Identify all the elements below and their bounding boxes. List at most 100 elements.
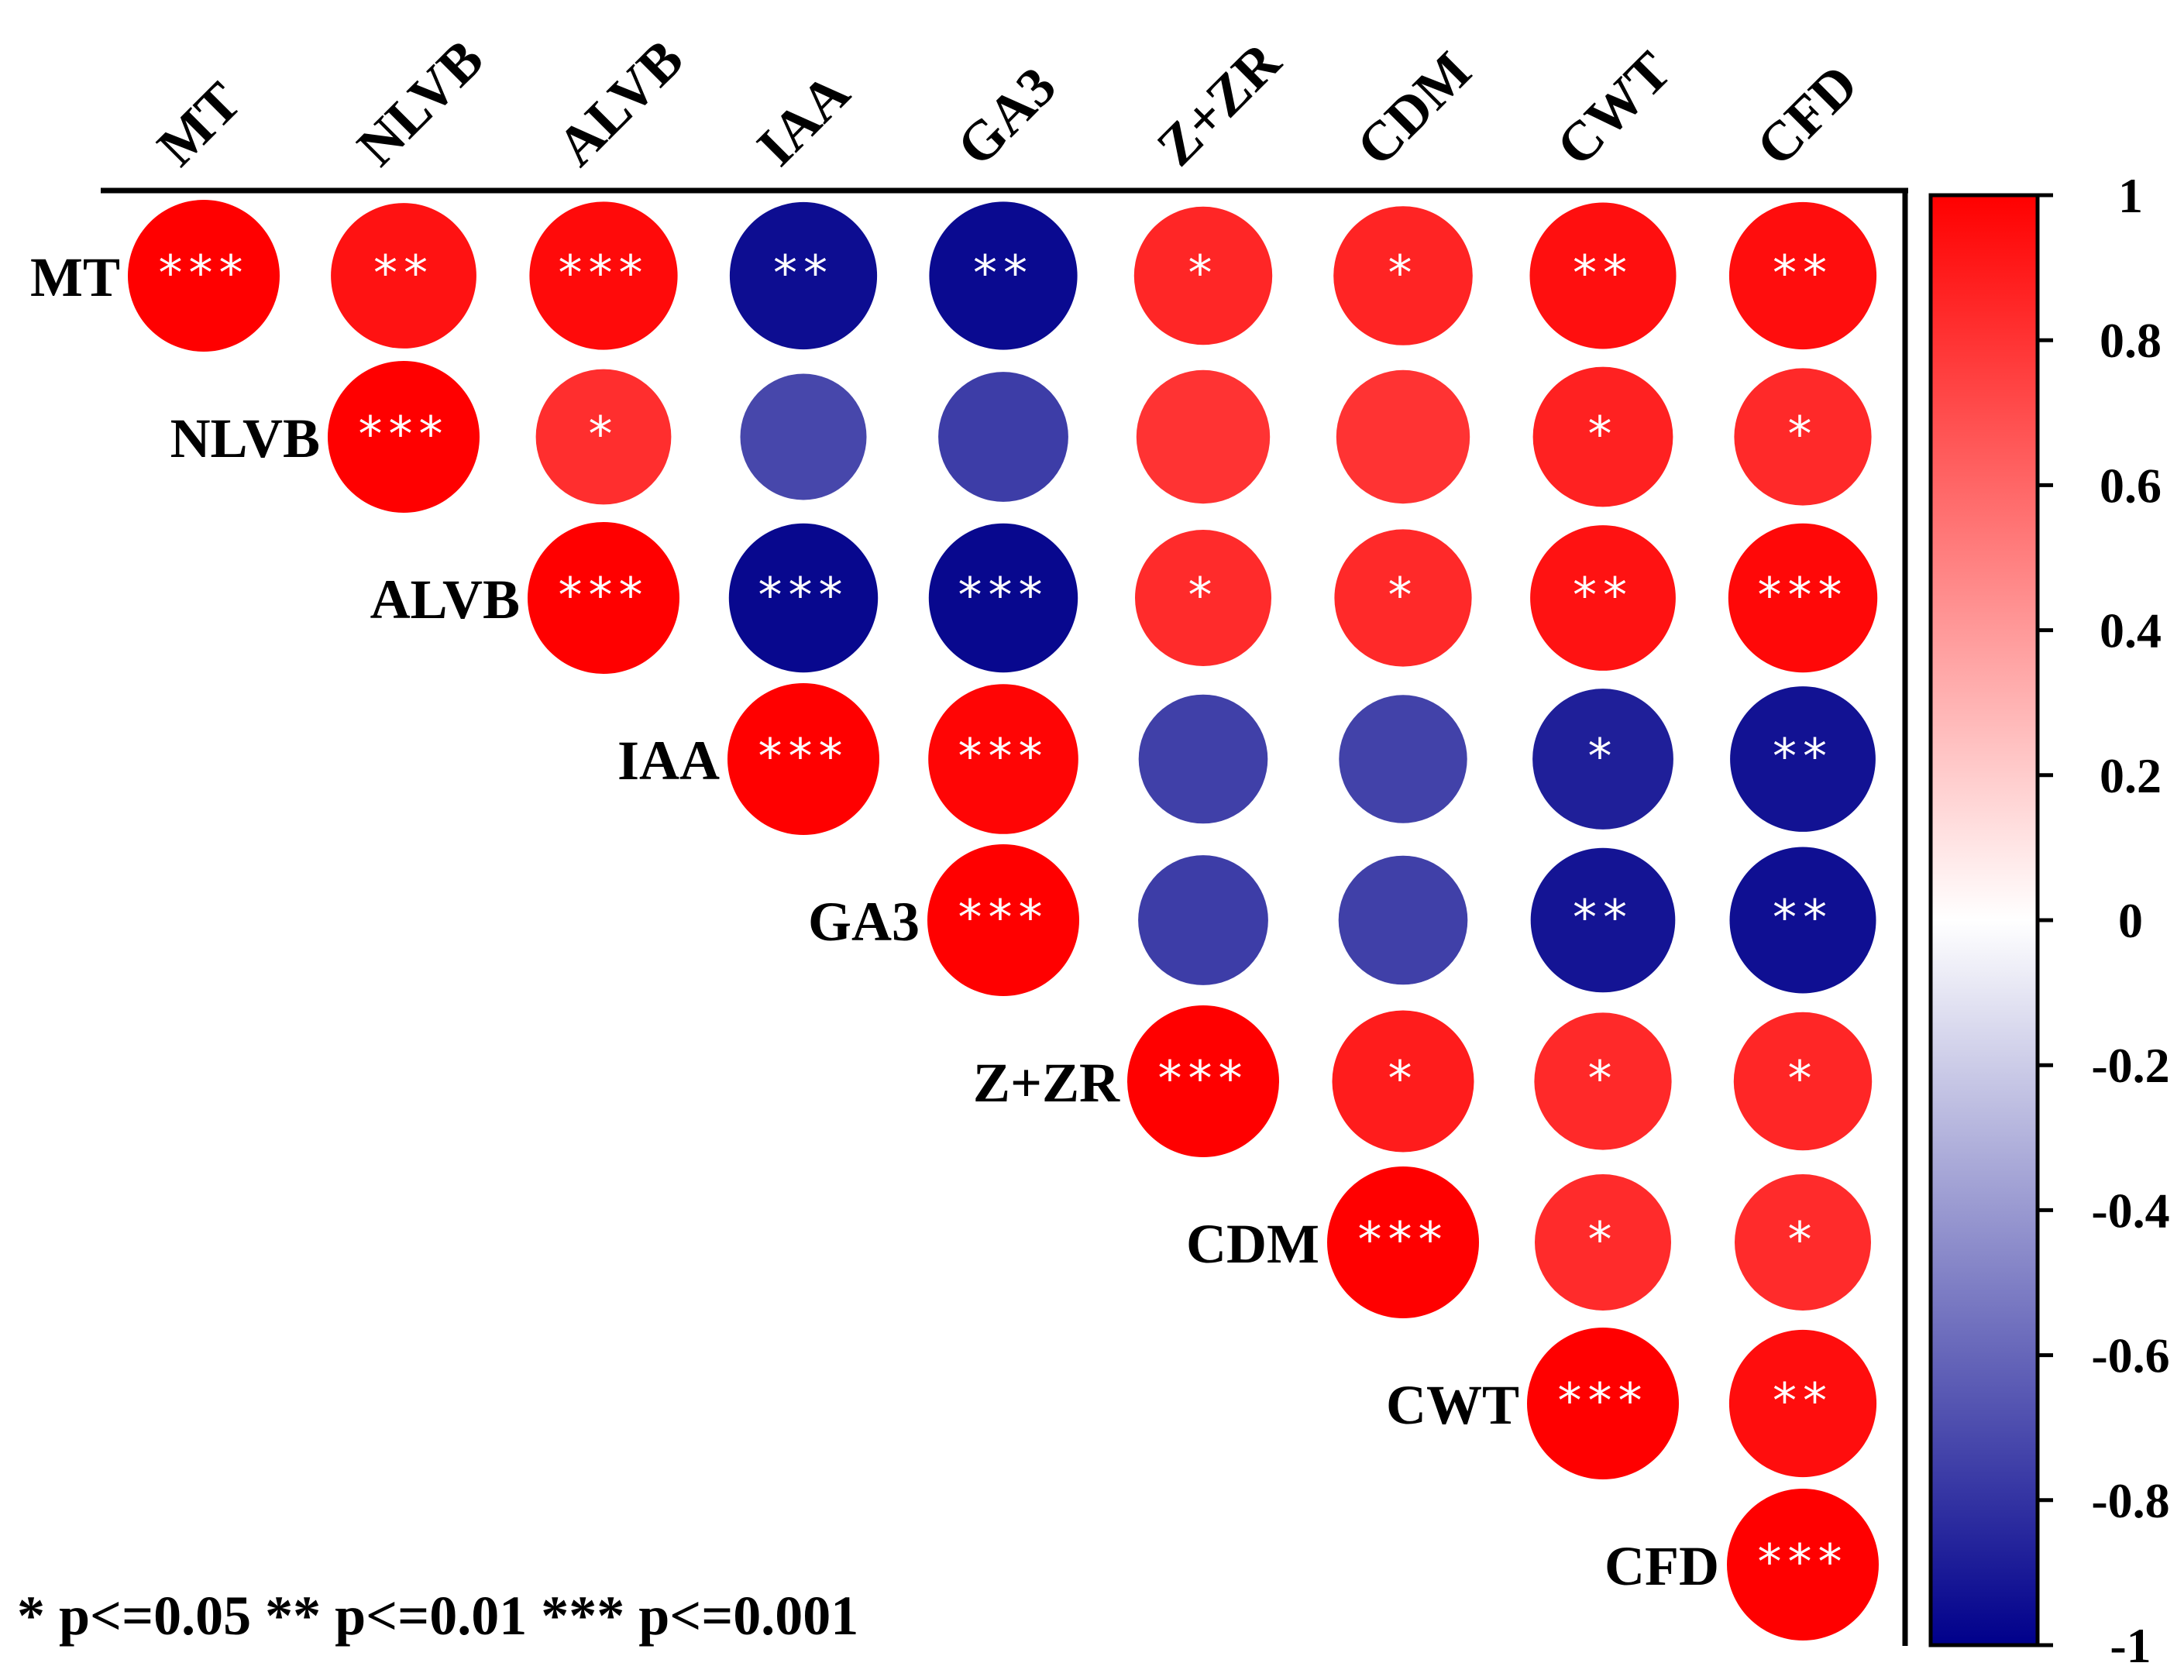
correlation-circle [1728,1329,1877,1478]
column-label: CDM [1345,40,1483,177]
colorbar-tick-label: 0.6 [2100,458,2162,513]
row-label: NLVB [170,407,320,469]
correlation-circle [1532,689,1673,830]
significance-marker: * [1588,728,1618,785]
correlation-circle [927,844,1079,996]
correlation-circle [928,523,1078,673]
significance-marker: * [1188,567,1219,624]
significance-legend: * p<=0.05 ** p<=0.01 *** p<=0.001 [17,1585,858,1647]
colorbar-ticks: 1 0.8 0.6 0.4 0.2 0 -0.2 -0.4 -0.6 -0.8 -1 [2038,168,2170,1673]
correlation-circle [1332,1010,1474,1153]
correlation-circle [727,683,879,835]
colorbar-tick-label: 0.8 [2100,313,2162,368]
significance-marker: ** [1573,889,1633,946]
correlation-circle [535,369,672,505]
correlation-circle [1735,1174,1871,1311]
row-label: CFD [1604,1535,1719,1597]
correlation-circle [528,522,679,674]
column-label: MT [146,70,253,178]
correlation-circle [1532,366,1673,507]
correlation-circle [1336,369,1470,504]
colorbar-tick-label: 0.2 [2100,748,2162,803]
column-label: CWT [1545,40,1683,177]
colorbar-tick-label: -0.4 [2091,1183,2169,1238]
column-label: CFD [1745,53,1869,177]
significance-marker: *** [559,245,649,301]
row-label: Z+ZR [973,1052,1120,1114]
significance-marker: * [1788,406,1818,462]
correlation-circle [1339,695,1467,823]
column-labels: MT NLVB ALVB IAA GA3 Z+ZR CDM CWT CFD [146,28,1869,177]
significance-marker: * [1588,406,1618,462]
correlation-circle [1327,1166,1479,1318]
row-label: ALVB [370,569,520,630]
row-label: IAA [617,730,720,792]
column-label: IAA [745,61,862,177]
correlation-circle [1730,686,1876,832]
correlation-circle [1534,1012,1672,1150]
correlation-circle [1133,206,1273,345]
column-label: ALVB [545,28,695,177]
correlation-circle [1529,202,1677,349]
significance-marker: * [1188,245,1219,301]
colorbar-tick-label: 1 [2118,168,2143,223]
correlation-circle [128,200,280,352]
correlation-circle [740,373,867,500]
significance-marker: ** [1773,728,1833,785]
significance-marker: *** [359,406,449,462]
significance-marker: * [1388,245,1419,301]
significance-marker: ** [1773,245,1833,301]
correlation-circle [529,201,678,350]
correlation-circle [929,201,1078,350]
correlation-circle [1530,847,1676,993]
colorbar-tick-label: -0.2 [2091,1038,2169,1093]
colorbar-tick-label: -0.8 [2091,1473,2169,1528]
correlation-circle [1338,855,1468,985]
correlation-circle [1727,1489,1879,1640]
significance-marker: *** [958,889,1049,946]
correlation-circle [331,203,476,349]
colorbar-tick-label: 0 [2118,893,2143,948]
correlation-circle [1135,530,1271,666]
correlation-circle [328,361,480,513]
significance-marker: * [1588,1211,1618,1268]
significance-marker: * [1788,1050,1818,1107]
correlation-circle [1733,1012,1873,1151]
colorbar [1928,193,2040,1647]
significance-marker: * [1588,1050,1618,1107]
colorbar-tick-label: -1 [2110,1618,2151,1673]
significance-marker: *** [958,567,1049,624]
significance-marker: *** [1758,567,1849,624]
significance-marker: * [1788,1211,1818,1268]
correlation-circle [1333,206,1473,345]
significance-marker: * [589,406,619,462]
correlation-circle [1136,369,1271,504]
correlation-cells: *** ** *** ** ** * * ** ***** * * **** *** *** * * ** ***… [128,200,1879,1640]
significance-marker: *** [159,245,249,301]
significance-marker: *** [758,567,849,624]
correlation-circle [1728,201,1877,350]
correlation-circle [729,201,878,350]
significance-marker: * [1388,567,1419,624]
row-label: CWT [1386,1374,1519,1436]
column-label: Z+ZR [1145,29,1293,177]
correlation-circle [1138,855,1268,985]
significance-marker: ** [773,245,834,301]
correlation-circle [1535,1174,1671,1311]
row-label: MT [30,246,120,308]
correlation-circle [1334,529,1472,667]
significance-marker: ** [1773,1373,1833,1429]
correlation-circle [1127,1005,1279,1157]
correlation-circle [728,523,879,673]
significance-marker: ** [1573,245,1633,301]
significance-marker: *** [958,728,1049,785]
significance-marker: *** [1558,1373,1649,1429]
significance-marker: ** [1573,567,1633,624]
significance-marker: ** [973,245,1034,301]
correlation-circle [938,372,1068,502]
significance-marker: *** [1158,1050,1249,1107]
correlation-circle [1530,525,1676,671]
significance-marker: * [1388,1050,1419,1107]
significance-marker: ** [1773,889,1833,946]
